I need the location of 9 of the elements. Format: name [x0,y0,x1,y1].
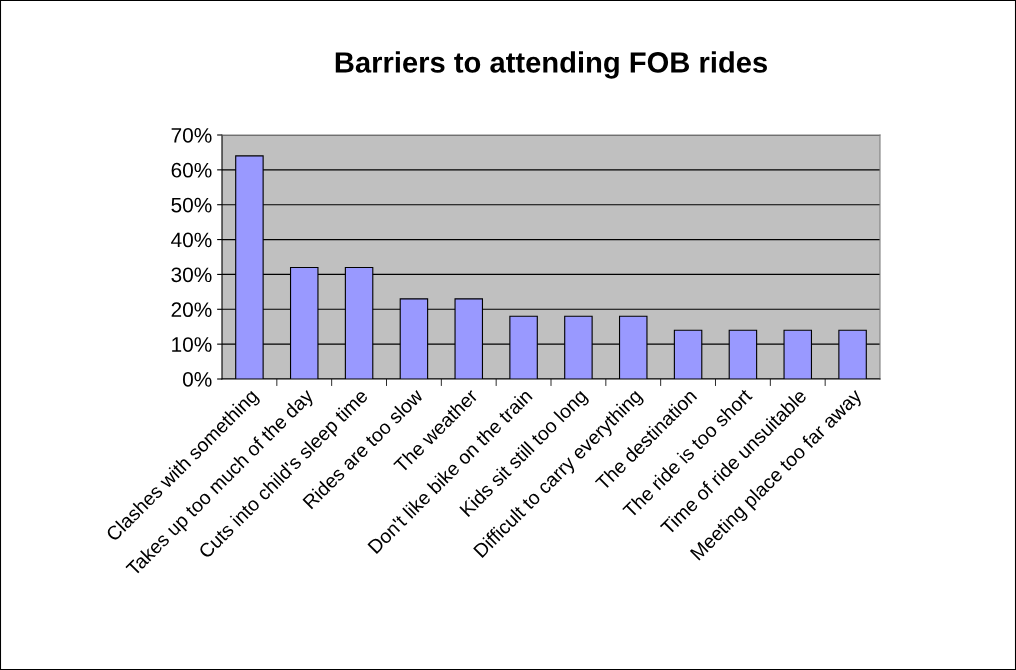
chart-title: Barriers to attending FOB rides [335,51,767,79]
y-tick-label: 30% [171,267,212,283]
y-tick-label: 50% [171,197,212,213]
y-tick-label: 0% [182,372,212,387]
y-tick-label: 40% [171,232,212,248]
y-tick-label: 20% [171,302,212,318]
y-tick-label: 60% [171,162,212,178]
y-tick-label: 10% [172,337,212,352]
y-tick-label: 70% [171,128,212,143]
